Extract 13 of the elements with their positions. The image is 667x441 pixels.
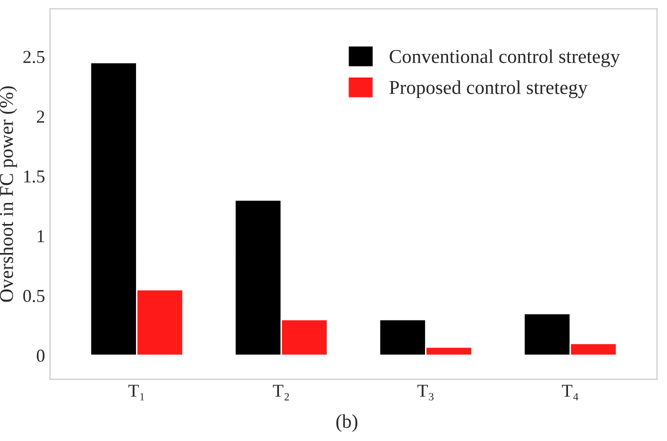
- x-tick-label: T₁: [128, 384, 144, 400]
- y-tick-label: 0: [36, 350, 44, 362]
- y-tick-label: 2: [36, 110, 44, 123]
- legend-label: Conventional control stretegy: [390, 49, 620, 68]
- legend-label: Proposed control stretegy: [389, 80, 588, 98]
- y-tick-label: 1: [38, 230, 44, 242]
- text: (b): [336, 414, 358, 432]
- y-tick-label: 0.5: [23, 290, 44, 302]
- x-tick-label: T₄: [562, 384, 578, 400]
- y-tick-label: 2.5: [23, 50, 44, 64]
- x-tick-label: T₃: [417, 384, 434, 400]
- x-tick-label: T₂: [272, 384, 289, 400]
- y-tick-label: 1.5: [24, 170, 44, 183]
